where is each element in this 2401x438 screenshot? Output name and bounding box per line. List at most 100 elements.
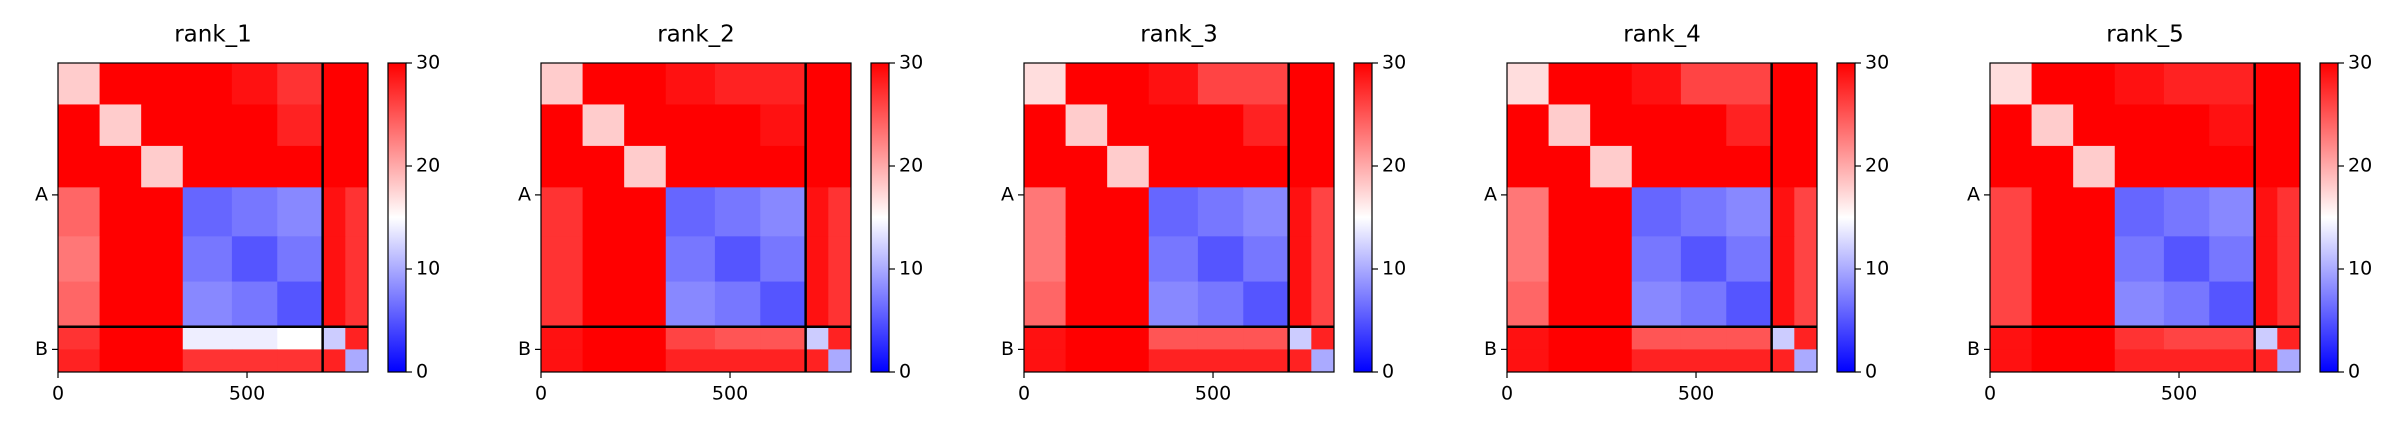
heatmap-cell <box>541 281 584 328</box>
heatmap-cell <box>1771 326 1795 350</box>
heatmap-cell <box>2163 145 2210 188</box>
x-tick-label: 0 <box>1984 383 1996 405</box>
heatmap-cell <box>541 326 584 350</box>
heatmap-cell <box>1990 349 2033 373</box>
heatmap-cell <box>582 63 625 105</box>
heatmap-cell <box>1107 187 1150 237</box>
heatmap-cell <box>624 63 667 105</box>
heatmap-cell <box>1243 326 1290 350</box>
heatmap-cell <box>624 281 667 328</box>
heatmap-cell <box>99 145 142 188</box>
colorbar-tick-label: 0 <box>416 361 428 383</box>
heatmap-cell <box>760 326 807 350</box>
heatmap-cell <box>665 326 716 350</box>
heatmap-cell <box>665 63 716 105</box>
heatmap-cell <box>1590 281 1633 328</box>
heatmap-cell <box>2114 145 2165 188</box>
heatmap-cell <box>141 349 184 373</box>
y-tick-label: A <box>35 183 48 205</box>
heatmap-cell <box>582 187 625 237</box>
heatmap-cell <box>141 145 184 188</box>
colorbar-tick-label: 30 <box>899 52 923 74</box>
heatmap-cell <box>1288 236 1312 283</box>
heatmap-cell <box>141 187 184 237</box>
heatmap-cell <box>2209 236 2256 283</box>
heatmap-cell <box>828 104 852 147</box>
heatmap-cell <box>1507 104 1550 147</box>
heatmap-cell <box>1024 104 1067 147</box>
heatmap-cell <box>99 236 142 283</box>
heatmap-cell <box>1311 63 1335 105</box>
y-tick-label: A <box>518 183 531 205</box>
heatmap-cell <box>541 349 584 373</box>
heatmap-cell <box>58 187 101 237</box>
heatmap-cell <box>2114 63 2165 105</box>
heatmap-cell <box>582 236 625 283</box>
heatmap-cell <box>1024 145 1067 188</box>
heatmap-cell <box>1771 236 1795 283</box>
heatmap-cell <box>1771 187 1795 237</box>
heatmap-cell <box>182 187 233 237</box>
colorbar <box>2319 62 2339 373</box>
heatmap-cell <box>2254 145 2278 188</box>
heatmap-cell <box>1243 104 1290 147</box>
heatmap-cell <box>2209 281 2256 328</box>
heatmap-cell <box>2031 63 2074 105</box>
heatmap-cell <box>1631 63 1682 105</box>
heatmap-cell <box>828 145 852 188</box>
heatmap-cell <box>805 326 829 350</box>
heatmap-cell <box>1107 349 1150 373</box>
colorbar-tick-label: 0 <box>1865 361 1877 383</box>
heatmap-cell <box>714 349 761 373</box>
colorbar-tick-label: 30 <box>1865 52 1889 74</box>
heatmap-cell <box>1197 326 1244 350</box>
heatmap-cell <box>665 187 716 237</box>
heatmap-cell <box>1726 63 1773 105</box>
colorbar-tick-label: 10 <box>416 258 440 280</box>
colorbar-tick-label: 20 <box>1382 155 1406 177</box>
heatmap-cell <box>322 236 346 283</box>
heatmap-cell <box>1548 187 1591 237</box>
heatmap-cell <box>322 187 346 237</box>
heatmap-cell <box>541 145 584 188</box>
heatmap-cell <box>99 187 142 237</box>
heatmap-cell <box>1311 326 1335 350</box>
heatmap-cell <box>1590 145 1633 188</box>
heatmap-cell <box>760 104 807 147</box>
y-tick-label: B <box>518 338 531 360</box>
heatmap-cell <box>1024 63 1067 105</box>
heatmap-cell <box>1197 236 1244 283</box>
heatmap-cell <box>1024 349 1067 373</box>
heatmap-cell <box>1311 187 1335 237</box>
heatmap-cell <box>1680 281 1727 328</box>
heatmap-cell <box>231 326 278 350</box>
heatmap-cell <box>2031 236 2074 283</box>
heatmap-cell <box>277 326 324 350</box>
heatmap-cell <box>1726 236 1773 283</box>
heatmap-cell <box>582 281 625 328</box>
heatmap-cell <box>1680 104 1727 147</box>
heatmap-cell <box>1197 145 1244 188</box>
heatmap-cell <box>1990 145 2033 188</box>
heatmap-cell <box>1548 145 1591 188</box>
y-tick-label: B <box>1484 338 1497 360</box>
heatmap-cell <box>2277 104 2301 147</box>
heatmap-cell <box>1794 104 1818 147</box>
heatmap-cell <box>58 349 101 373</box>
heatmap-cell <box>1065 281 1108 328</box>
heatmap-cell <box>1288 187 1312 237</box>
heatmap-cell <box>760 281 807 328</box>
heatmap-cell <box>1311 349 1335 373</box>
heatmap-cell <box>2254 281 2278 328</box>
heatmap-cell <box>1590 187 1633 237</box>
heatmap-cell <box>1590 63 1633 105</box>
heatmap-cell <box>182 145 233 188</box>
heatmap-cell <box>828 349 852 373</box>
heatmap-cell <box>231 349 278 373</box>
heatmap-cell <box>1590 104 1633 147</box>
heatmap-cell <box>345 236 369 283</box>
heatmap-cell <box>1107 104 1150 147</box>
heatmap-cell <box>828 326 852 350</box>
heatmap-cell <box>1990 187 2033 237</box>
heatmap-cell <box>1794 187 1818 237</box>
